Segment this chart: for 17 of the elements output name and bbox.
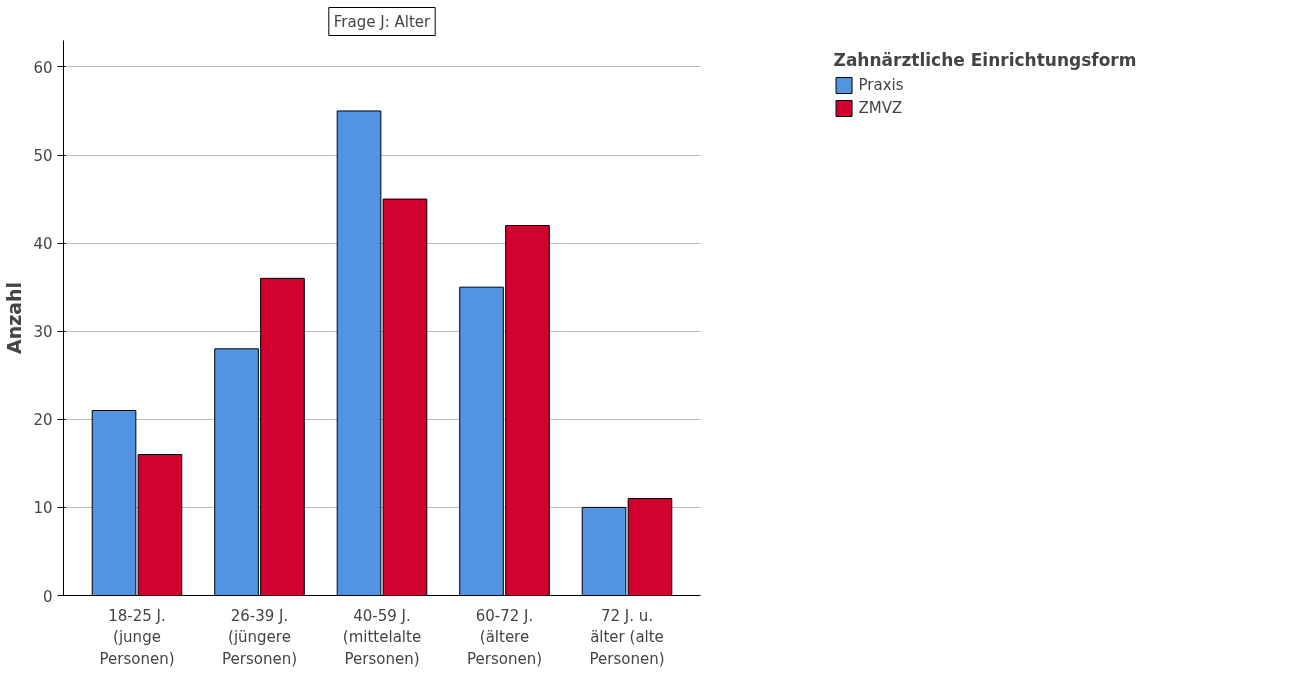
chart-title: Frage J: Alter <box>333 12 432 31</box>
y-tick-label: 20 <box>33 411 53 430</box>
y-tick-label: 50 <box>33 147 53 166</box>
legend-label: Praxis <box>858 76 904 94</box>
x-tick-label: 72 J. u. älter (alte Personen) <box>589 606 665 668</box>
x-tick-label: 26-39 J. (jüngere Personen) <box>222 606 297 668</box>
x-tick-label: 40-59 J. (mittelalte Personen) <box>342 606 422 668</box>
y-tick-label: 40 <box>33 235 53 254</box>
legend-title: Zahnärztliche Einrichtungsform <box>833 50 1137 70</box>
y-axis-title: Anzahl <box>3 281 26 355</box>
legend-label: ZMVZ <box>858 99 903 117</box>
x-tick-label: 60-72 J. (ältere Personen) <box>467 606 542 668</box>
y-tick-label: 60 <box>33 58 53 77</box>
y-tick-label: 0 <box>42 587 53 606</box>
y-tick-label: 30 <box>33 323 53 342</box>
y-tick-label: 10 <box>33 499 53 518</box>
x-tick-label: 18-25 J. (junge Personen) <box>99 606 175 668</box>
